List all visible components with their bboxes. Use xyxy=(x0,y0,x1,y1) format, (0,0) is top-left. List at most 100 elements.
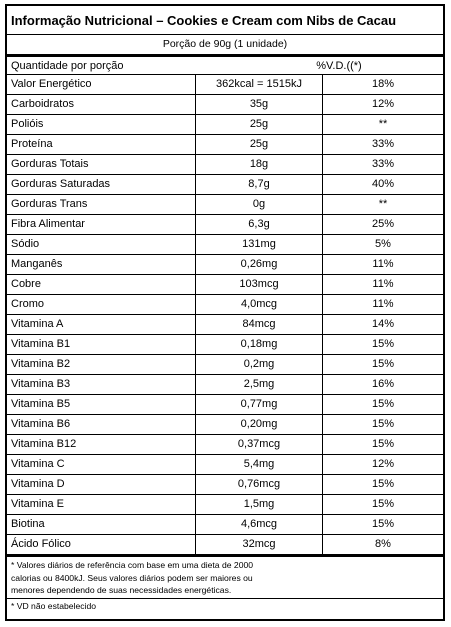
nutrient-dv-percent: 15% xyxy=(322,435,443,454)
nutrient-name: Polióis xyxy=(11,118,44,130)
nutrient-dv-percent: 15% xyxy=(322,495,443,514)
nutrient-name: Proteína xyxy=(11,138,53,150)
nutrient-row: Vitamina B5 0,77mg 15% xyxy=(7,394,443,414)
nutrient-name: Vitamina E xyxy=(11,498,64,510)
nutrient-row: Cromo 4,0mcg 11% xyxy=(7,294,443,314)
nutrient-quantity: 25g xyxy=(195,135,322,154)
nutrient-row: Manganês 0,26mg 11% xyxy=(7,254,443,274)
nutrient-name: Gorduras Trans xyxy=(11,198,88,210)
nutrient-name: Cromo xyxy=(11,298,45,310)
nutrient-quantity: 103mcg xyxy=(195,275,322,294)
nutrient-name: Vitamina C xyxy=(11,458,65,470)
nutrient-name: Vitamina B2 xyxy=(11,358,71,370)
nutrient-name: Vitamina B1 xyxy=(11,338,71,350)
nutrient-row: Polióis 25g ** xyxy=(7,114,443,134)
nutrient-row: Vitamina C 5,4mg 12% xyxy=(7,454,443,474)
nutrient-quantity: 5,4mg xyxy=(195,455,322,474)
nutrient-name: Biotina xyxy=(11,518,45,530)
nutrient-quantity: 0,2mg xyxy=(195,355,322,374)
nutrient-name: Ácido Fólico xyxy=(11,538,71,550)
nutrient-dv-percent: 8% xyxy=(322,535,443,554)
nutrient-row: Fibra Alimentar 6,3g 25% xyxy=(7,214,443,234)
nutrient-dv-percent: 15% xyxy=(322,335,443,354)
nutrient-name: Vitamina B5 xyxy=(11,398,71,410)
nutrient-quantity: 25g xyxy=(195,115,322,134)
nutrient-row: Vitamina B6 0,20mg 15% xyxy=(7,414,443,434)
nutrient-quantity: 8,7g xyxy=(195,175,322,194)
nutrient-row: Biotina 4,6mcg 15% xyxy=(7,514,443,534)
nutrient-name: Vitamina B12 xyxy=(11,438,77,450)
nutrient-name: Manganês xyxy=(11,258,63,270)
nutrient-quantity: 0,26mg xyxy=(195,255,322,274)
nutrient-quantity: 6,3g xyxy=(195,215,322,234)
nutrient-row: Vitamina B3 2,5mg 16% xyxy=(7,374,443,394)
nutrient-row: Sódio 131mg 5% xyxy=(7,234,443,254)
nutrient-quantity: 0,18mg xyxy=(195,335,322,354)
footnote-line: calorias ou 8400kJ. Seus valores diários… xyxy=(11,572,253,583)
nutrient-quantity: 4,0mcg xyxy=(195,295,322,314)
nutrient-row: Carboidratos 35g 12% xyxy=(7,94,443,114)
nutrient-dv-percent: 11% xyxy=(322,295,443,314)
nutrient-name: Sódio xyxy=(11,238,40,250)
nutrient-quantity: 2,5mg xyxy=(195,375,322,394)
nutrient-name: Gorduras Saturadas xyxy=(11,178,111,190)
nutrient-dv-percent: ** xyxy=(322,115,443,134)
nutrient-dv-percent: 15% xyxy=(322,415,443,434)
nutrient-dv-percent: 12% xyxy=(322,455,443,474)
nutrient-dv-percent: 25% xyxy=(322,215,443,234)
nutrient-quantity: 35g xyxy=(195,95,322,114)
nutrient-name: Vitamina A xyxy=(11,318,64,330)
nutrition-facts-panel: Informação Nutricional – Cookies e Cream… xyxy=(5,4,445,621)
nutrient-quantity: 1,5mg xyxy=(195,495,322,514)
nutrient-row: Vitamina D 0,76mcg 15% xyxy=(7,474,443,494)
nutrient-row: Gorduras Saturadas 8,7g 40% xyxy=(7,174,443,194)
nutrient-name: Cobre xyxy=(11,278,41,290)
nutrient-row: Cobre 103mcg 11% xyxy=(7,274,443,294)
nutrient-row: Vitamina E 1,5mg 15% xyxy=(7,494,443,514)
nutrient-quantity: 0,76mcg xyxy=(195,475,322,494)
footnote-reference: * Valores diários de referência com base… xyxy=(7,554,443,598)
nutrient-dv-percent: 11% xyxy=(322,275,443,294)
nutrient-dv-percent: 40% xyxy=(322,175,443,194)
nutrient-dv-percent: 5% xyxy=(322,235,443,254)
nutrient-quantity: 362kcal = 1515kJ xyxy=(195,75,322,94)
nutrient-quantity: 18g xyxy=(195,155,322,174)
nutrient-dv-percent: 12% xyxy=(322,95,443,114)
nutrient-row: Vitamina A 84mcg 14% xyxy=(7,314,443,334)
footnote-line: * Valores diários de referência com base… xyxy=(11,560,254,570)
nutrient-dv-percent: 33% xyxy=(322,155,443,174)
nutrient-row: Gorduras Trans 0g ** xyxy=(7,194,443,214)
nutrient-name: Vitamina B3 xyxy=(11,378,71,390)
table-header: Quantidade por porção %V.D.((*) xyxy=(7,54,443,74)
nutrient-quantity: 0,37mcg xyxy=(195,435,322,454)
nutrient-dv-percent: 11% xyxy=(322,255,443,274)
nutrient-quantity: 0,77mg xyxy=(195,395,322,414)
nutrient-row: Valor Energético 362kcal = 1515kJ 18% xyxy=(7,74,443,94)
nutrient-row: Vitamina B12 0,37mcg 15% xyxy=(7,434,443,454)
quantity-header: Quantidade por porção xyxy=(11,60,124,72)
nutrient-name: Vitamina B6 xyxy=(11,418,71,430)
nutrient-quantity: 84mcg xyxy=(195,315,322,334)
nutrient-dv-percent: 18% xyxy=(322,75,443,94)
nutrient-name: Carboidratos xyxy=(11,98,74,110)
nutrient-quantity: 0,20mg xyxy=(195,415,322,434)
dv-header: %V.D.((*) xyxy=(316,60,362,72)
nutrient-name: Gorduras Totais xyxy=(11,158,89,170)
nutrient-dv-percent: 15% xyxy=(322,355,443,374)
nutrient-dv-percent: 33% xyxy=(322,135,443,154)
nutrient-rows: Valor Energético 362kcal = 1515kJ 18% Carbo… xyxy=(7,74,443,554)
nutrient-dv-percent: 15% xyxy=(322,515,443,534)
nutrient-dv-percent: 14% xyxy=(322,315,443,334)
table-title: Informação Nutricional – Cookies e Cream… xyxy=(11,12,397,28)
nutrient-row: Proteína 25g 33% xyxy=(7,134,443,154)
nutrient-row: Vitamina B1 0,18mg 15% xyxy=(7,334,443,354)
nutrient-name: Vitamina D xyxy=(11,478,65,490)
nutrient-quantity: 32mcg xyxy=(195,535,322,554)
nutrient-name: Fibra Alimentar xyxy=(11,218,85,230)
nutrient-dv-percent: 16% xyxy=(322,375,443,394)
nutrient-dv-percent: 15% xyxy=(322,395,443,414)
nutrient-quantity: 0g xyxy=(195,195,322,214)
nutrient-dv-percent: ** xyxy=(322,195,443,214)
nutrient-row: Gorduras Totais 18g 33% xyxy=(7,154,443,174)
portion-size: Porção de 90g (1 unidade) xyxy=(7,34,443,54)
